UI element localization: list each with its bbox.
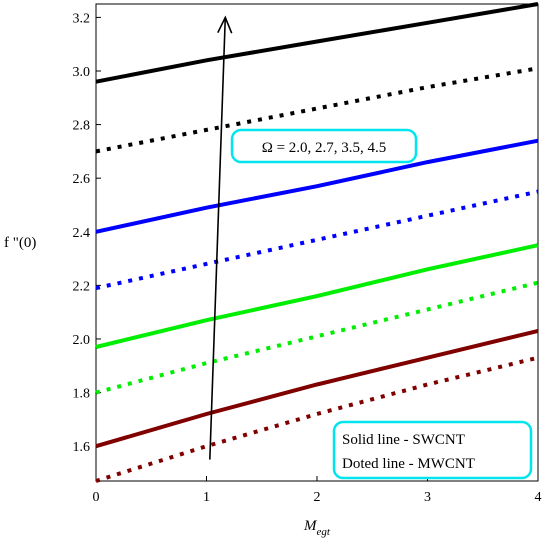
x-axis-label-main: M <box>303 518 318 534</box>
y-tick-label: 2.0 <box>73 333 91 348</box>
arrow-head <box>217 15 233 34</box>
legend-entry-dotted: Doted line - MWCNT <box>342 456 475 472</box>
legend-entry-solid: Solid line - SWCNT <box>342 432 465 448</box>
series-layer <box>95 2 539 483</box>
x-axis-label: Megt <box>303 518 331 538</box>
series-line-solid <box>95 2 539 84</box>
omega-annotation-box <box>230 128 418 164</box>
y-tick-label: 3.2 <box>73 11 91 26</box>
y-tick-label: 3.0 <box>73 65 91 80</box>
y-axis-label: f "(0) <box>4 235 36 251</box>
x-axis-label-sub: egt <box>317 526 331 538</box>
series-line-dotted <box>95 66 539 154</box>
x-tick-label: 2 <box>314 490 321 505</box>
series-line-dotted <box>95 355 539 483</box>
series-line-solid <box>95 243 539 349</box>
series-line-solid <box>95 328 539 449</box>
arrow-shaft <box>209 17 227 460</box>
y-tick-label: 1.8 <box>73 387 91 402</box>
x-tick-label: 0 <box>93 490 100 505</box>
y-tick-label: 2.2 <box>73 279 91 294</box>
x-tick-label: 4 <box>535 490 542 505</box>
y-tick-label: 1.6 <box>73 440 91 455</box>
y-tick-label: 2.6 <box>73 172 91 187</box>
series-line-dotted <box>95 189 539 291</box>
x-tick-label: 3 <box>424 490 431 505</box>
omega-annotation: Ω = 2.0, 2.7, 3.5, 4.5 <box>230 128 418 164</box>
legend-box <box>332 420 533 480</box>
legend: Solid line - SWCNT Doted line - MWCNT <box>332 420 533 480</box>
y-tick-label: 2.4 <box>73 226 91 241</box>
y-axis: 1.6 1.8 2.0 2.2 2.4 2.6 2.8 3.0 3.2 <box>73 11 101 455</box>
plot-area <box>95 3 539 482</box>
y-tick-label: 2.8 <box>73 119 91 134</box>
series-line-solid <box>95 138 539 234</box>
omega-arrow <box>209 15 233 460</box>
x-tick-label: 1 <box>203 490 210 505</box>
omega-annotation-text: Ω = 2.0, 2.7, 3.5, 4.5 <box>262 140 387 156</box>
